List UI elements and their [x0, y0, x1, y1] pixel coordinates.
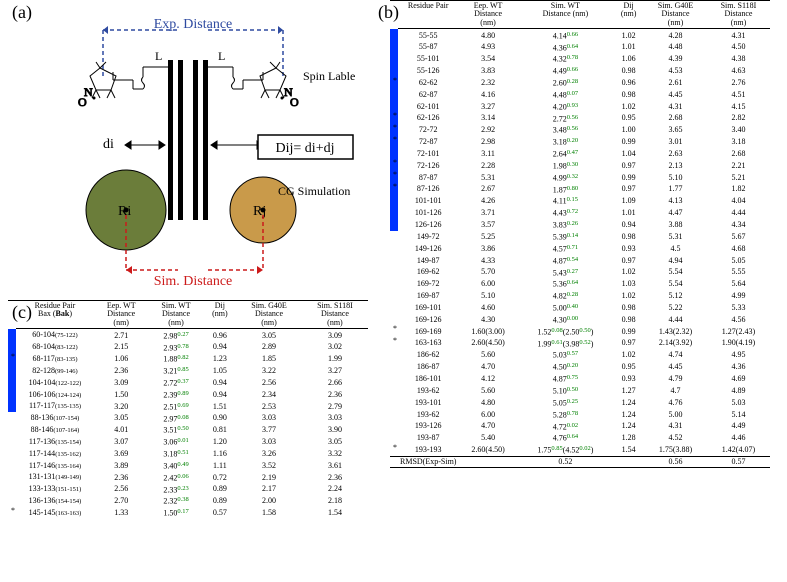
Ri-text: Ri [118, 204, 131, 219]
table-row: 169-1691.60(3.00)1.520.08(2.500.50)0.991… [390, 325, 770, 337]
table-row: 193-625.605.100.501.274.74.89 [390, 384, 770, 396]
table-row: 193-1014.805.050.251.244.765.03 [390, 396, 770, 408]
table-row: 106-106(124-124)1.502.390.890.942.342.36 [8, 388, 368, 400]
table-row: 193-626.005.280.781.245.005.14 [390, 408, 770, 420]
table-row: 169-726.005.360.641.035.545.64 [390, 278, 770, 290]
table-row: 72-872.983.180.200.993.013.18 [390, 136, 770, 148]
table-row: 169-1264.304.300.000.984.444.56 [390, 313, 770, 325]
L-left: L [155, 49, 162, 63]
table-row: 186-625.605.030.571.024.744.95 [390, 349, 770, 361]
table-row: 117-146(135-164)3.893.400.491.113.523.61 [8, 459, 368, 471]
table-row: 62-622.322.600.280.962.612.76 [390, 77, 770, 89]
table-row: 117-144(135-162)3.693.180.511.163.263.32 [8, 448, 368, 460]
hdr-s: Sim. S118IDistance(nm) [707, 1, 770, 29]
table-row: 88-146(107-164)4.013.510.500.813.773.90 [8, 424, 368, 436]
spin-label-text: Spin Lable [303, 69, 355, 83]
table-row: 72-1262.281.980.300.972.132.21 [390, 159, 770, 171]
hdr-dij: Dij(nm) [613, 1, 644, 29]
table-c: Residue PairBax (Bak) Eep. WTDistance(nm… [8, 300, 368, 519]
table-row: 136-136(154-154)2.702.320.380.892.002.18 [8, 495, 368, 507]
table-c-panel: Residue PairBax (Bak) Eep. WTDistance(nm… [8, 300, 383, 519]
L-right: L [218, 49, 225, 63]
table-row: 149-1263.864.570.710.934.54.68 [390, 242, 770, 254]
table-row: 149-725.255.390.140.985.315.67 [390, 231, 770, 243]
table-row: 87-875.314.990.320.995.105.21 [390, 171, 770, 183]
di-text: di [103, 137, 114, 152]
table-row: 60-104(75-122)2.712.980.270.963.053.09 [8, 329, 368, 341]
hdr-pair-c: Residue PairBax (Bak) [16, 301, 94, 329]
table-row: 126-1263.573.830.260.943.884.34 [390, 219, 770, 231]
table-row: 133-133(151-151)2.562.330.230.892.172.24 [8, 483, 368, 495]
diagram-panel: Exp. Distance N O L [8, 0, 378, 300]
table-row: 101-1263.714.430.721.014.474.44 [390, 207, 770, 219]
table-row: 62-1013.274.200.931.024.314.15 [390, 100, 770, 112]
table-row: 149-874.334.870.540.974.945.05 [390, 254, 770, 266]
table-b: Residue Pair Eep. WTDistance(nm) Sim. WT… [390, 0, 770, 468]
hdr-pair: Residue Pair [398, 1, 458, 29]
table-row: 101-1014.264.110.151.094.134.04 [390, 195, 770, 207]
table-row: 117-117(135-135)3.202.510.691.512.532.79 [8, 400, 368, 412]
hdr-g: Sim. G40EDistance(nm) [644, 1, 707, 29]
table-row: 68-104(83-122)2.152.930.780.942.893.02 [8, 341, 368, 353]
table-row: 87-1262.671.870.800.971.771.82 [390, 183, 770, 195]
table-row: 62-1263.142.720.560.952.682.82 [390, 112, 770, 124]
hdr-eep: Eep. WTDistance(nm) [458, 1, 517, 29]
cg-sim-text: CG Simulation [278, 184, 350, 198]
table-row: 55-554.804.140.661.024.284.31 [390, 29, 770, 41]
Rj-text: Rj [253, 204, 266, 219]
table-row: 193-1932.60(4.50)1.750.85(4.520.02)1.541… [390, 444, 770, 456]
svg-text:O: O [78, 95, 87, 109]
formula-text: Dij= di+dj [276, 141, 335, 156]
table-row: 131-131(149-149)2.362.420.060.722.192.36 [8, 471, 368, 483]
hdr-sim: Sim. WTDistance (nm) [518, 1, 613, 29]
table-row: 72-1013.112.640.471.042.632.68 [390, 148, 770, 160]
table-row: 193-875.404.760.641.284.524.46 [390, 432, 770, 444]
table-row: 117-136(135-154)3.073.060.011.203.033.05 [8, 436, 368, 448]
table-row: 169-1014.605.000.400.985.225.33 [390, 302, 770, 314]
table-row: 72-722.923.480.561.003.653.40 [390, 124, 770, 136]
table-row: 169-875.104.820.281.025.124.99 [390, 290, 770, 302]
table-row: 68-117(83-135)1.061.880.821.231.851.99 [8, 353, 368, 365]
sim-distance-text: Sim. Distance [154, 274, 233, 289]
table-row: 169-625.705.430.271.025.545.55 [390, 266, 770, 278]
svg-text:O: O [290, 95, 299, 109]
table-row: 186-874.704.500.200.954.454.36 [390, 361, 770, 373]
table-row: 88-136(107-154)3.052.970.080.903.033.03 [8, 412, 368, 424]
table-row: 186-1014.124.870.750.934.794.69 [390, 373, 770, 385]
table-row: 55-1263.834.490.660.984.534.63 [390, 65, 770, 77]
exp-distance-text: Exp. Distance [154, 17, 233, 32]
table-row: 163-1632.60(4.50)1.990.61(3.980.52)0.972… [390, 337, 770, 349]
table-row: 62-874.164.480.070.984.454.51 [390, 88, 770, 100]
table-row: 193-1264.704.720.021.244.314.49 [390, 420, 770, 432]
table-row: 104-104(122-122)3.092.720.370.942.562.66 [8, 377, 368, 389]
table-row: 55-1013.544.320.781.064.394.38 [390, 53, 770, 65]
table-row: 82-128(99-146)2.363.210.851.053.223.27 [8, 365, 368, 377]
table-b-panel: Residue Pair Eep. WTDistance(nm) Sim. WT… [390, 0, 785, 468]
table-row: 55-874.934.360.641.014.484.50 [390, 41, 770, 53]
table-row: 145-145(163-163)1.331.500.170.571.581.54 [8, 507, 368, 519]
rmsd-label: RMSD(Exp-Sim) [398, 456, 458, 467]
diagram-svg: Exp. Distance N O L [48, 10, 368, 295]
